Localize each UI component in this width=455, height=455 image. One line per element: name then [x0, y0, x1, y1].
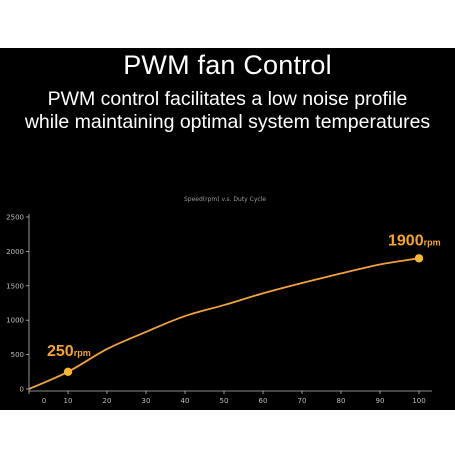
subtitle-line-2: while maintaining optimal system tempera… — [24, 111, 431, 133]
page-subtitle: PWM control facilitates a low noise prof… — [0, 88, 455, 134]
subtitle-line-1: PWM control facilitates a low noise prof… — [47, 88, 408, 110]
page-title: PWM fan Control — [123, 50, 332, 80]
chart-panel: PWM fan Control PWM control facilitates … — [0, 48, 455, 410]
